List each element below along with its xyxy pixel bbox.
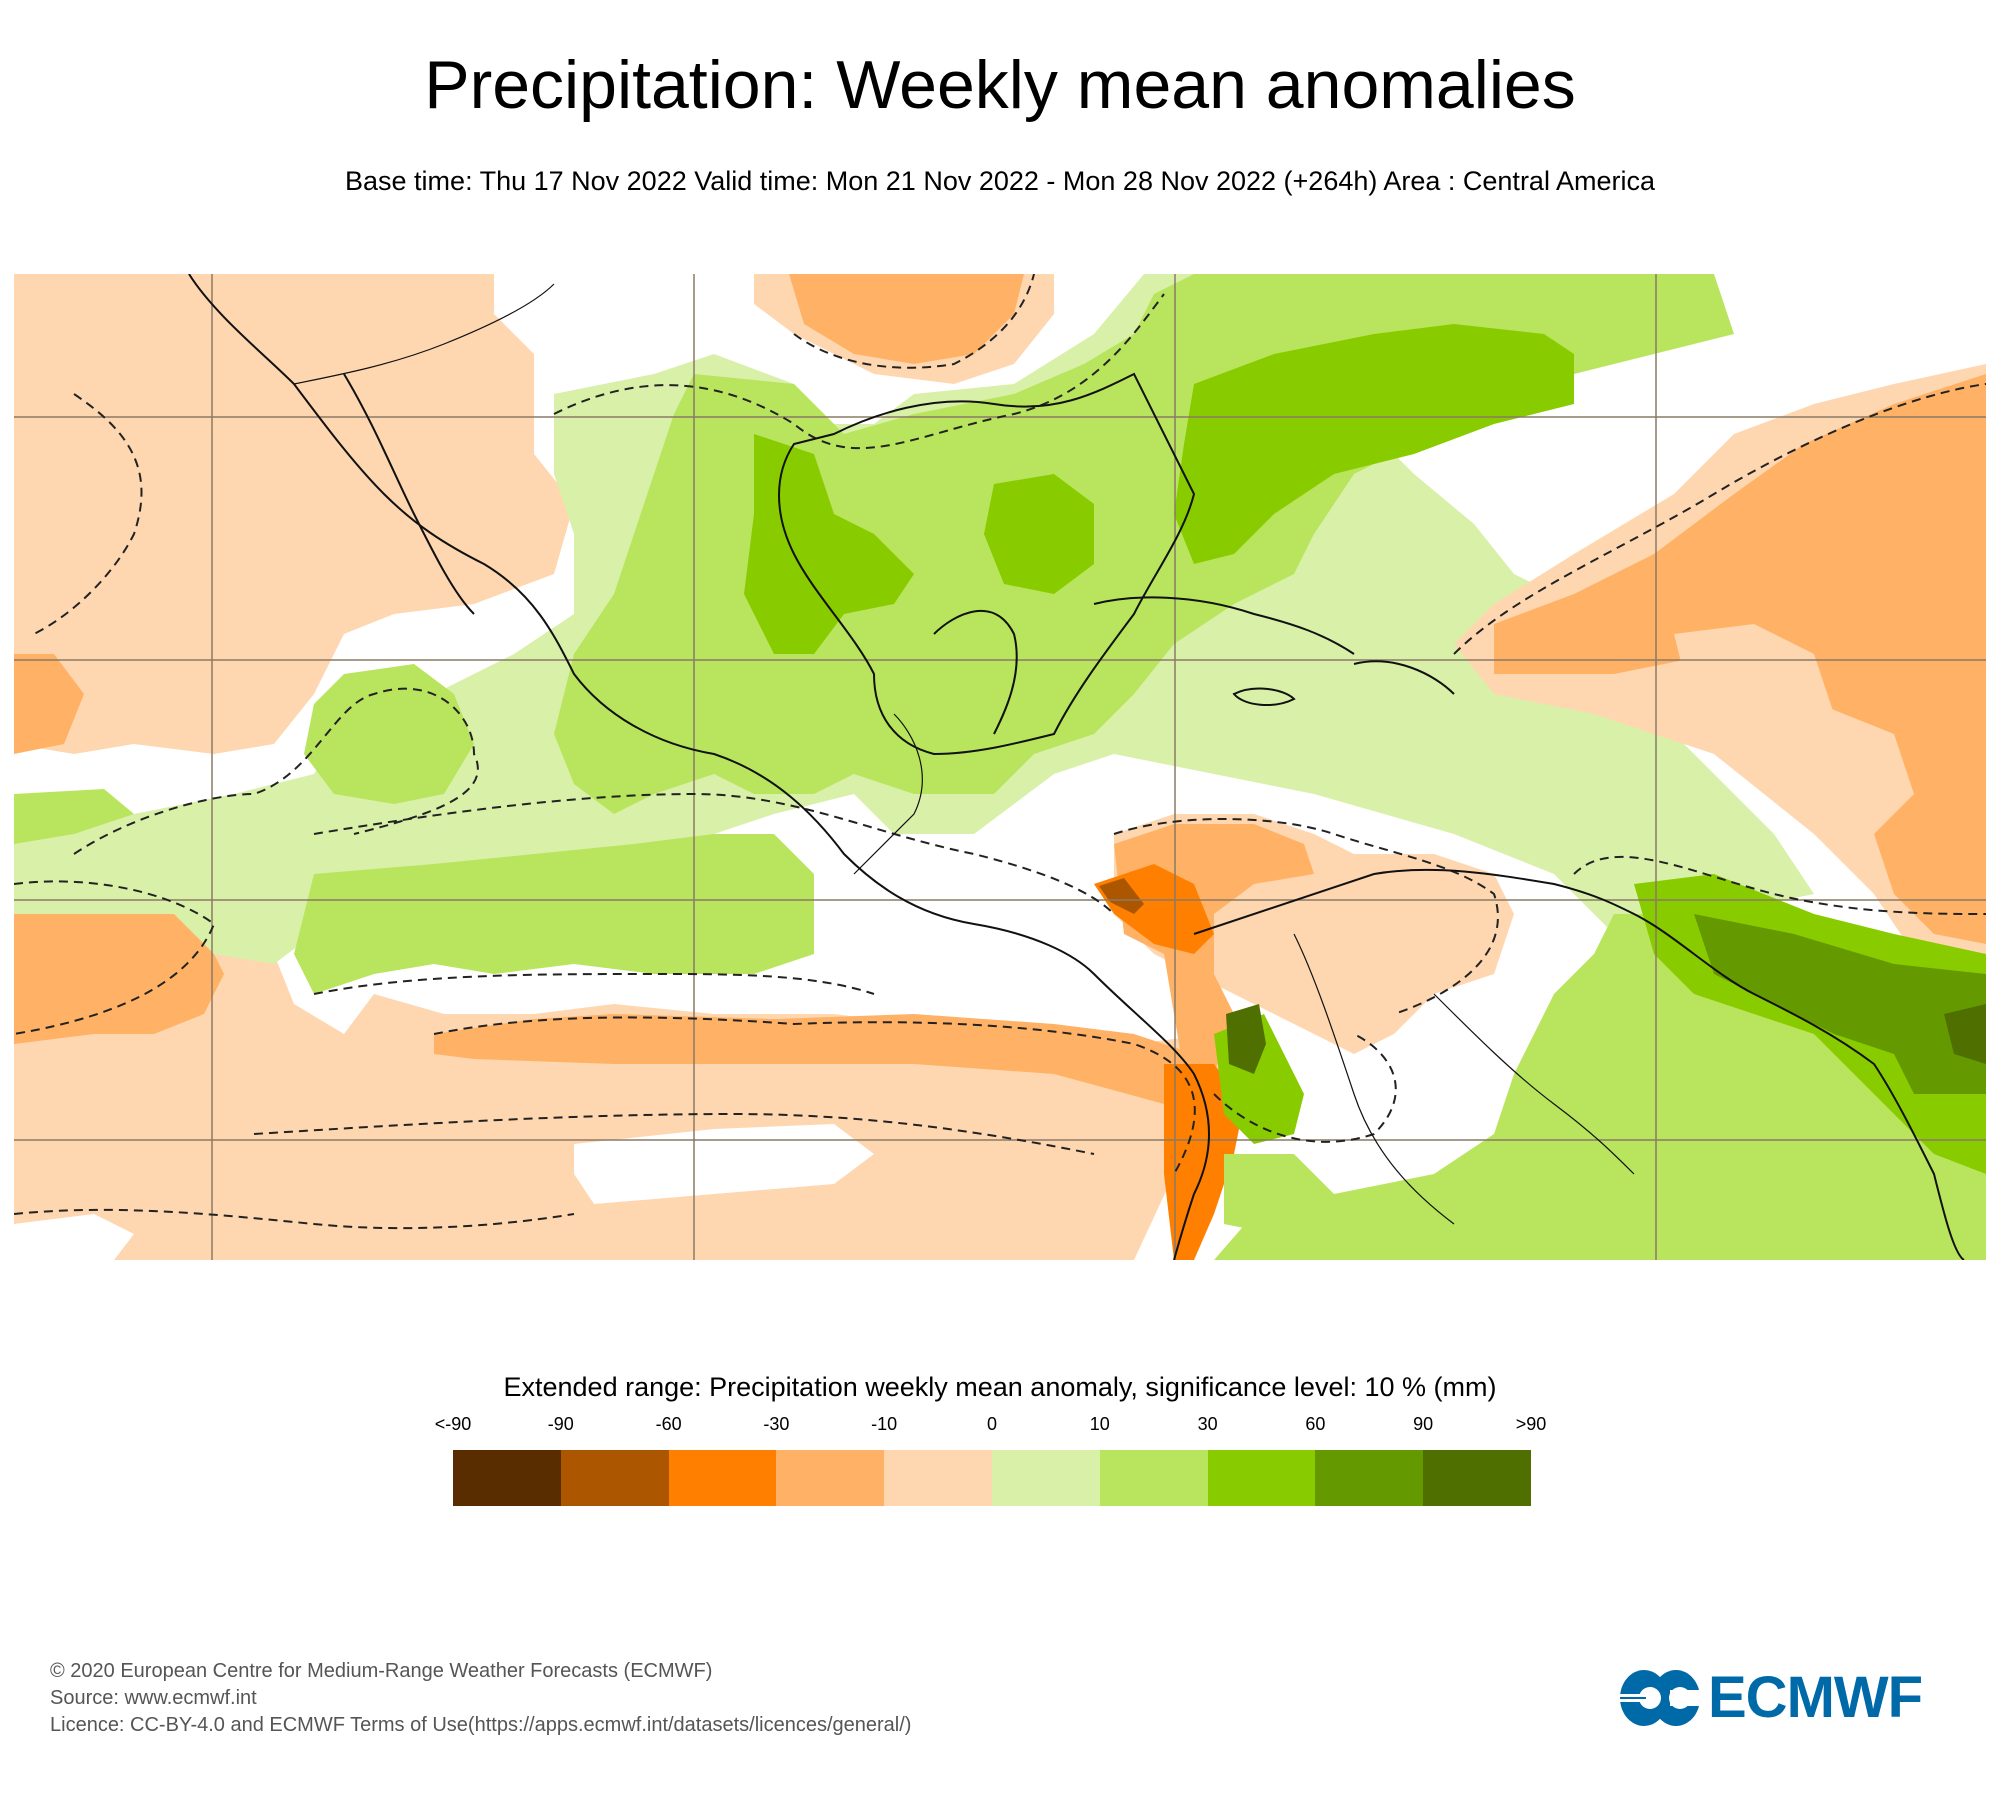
- anomaly-region-negative-moderate: [14, 654, 84, 754]
- significance-contour: [433, 1016, 1196, 1175]
- significance-contour: [1573, 855, 1986, 915]
- legend-title: Extended range: Precipitation weekly mea…: [503, 1372, 1497, 1402]
- anomaly-region-positive-moderate: [294, 834, 814, 994]
- significance-contour: [1113, 818, 1499, 1015]
- coastlines: [188, 274, 1965, 1260]
- coastline-mexico-pacific: [188, 274, 1210, 1260]
- anomaly-region-neutral: [14, 1214, 134, 1260]
- significance-contour: [1453, 383, 1986, 655]
- anomaly-region-negative-severe: [1099, 878, 1144, 914]
- legend-swatch: [453, 1450, 561, 1506]
- legend-ticks: <-90 -90 -60 -30 -10 0 10 30 60 90 >90: [435, 1414, 1547, 1438]
- legend-tick: -60: [655, 1414, 682, 1434]
- legend-tick: 60: [1305, 1414, 1326, 1434]
- ecmwf-logo-icon: [1620, 1670, 1700, 1726]
- significance-contour: [313, 973, 875, 995]
- ecmwf-logo: ECMWF: [1620, 1665, 1950, 1730]
- significance-contour: [33, 393, 143, 635]
- legend-tick: 30: [1197, 1414, 1218, 1434]
- coastline-hispaniola: [1353, 660, 1455, 695]
- legend-tick: >90: [1515, 1414, 1547, 1434]
- anomaly-region-negative-moderate: [789, 274, 1024, 364]
- significance-contour: [313, 792, 1115, 915]
- anomaly-region-positive-strong: [744, 434, 914, 654]
- anomaly-region-neutral: [574, 1124, 874, 1204]
- legend-swatch: [1315, 1450, 1424, 1506]
- legend-tick: <-90: [434, 1414, 472, 1434]
- coastline-jamaica: [1232, 687, 1296, 706]
- significance-contour: [253, 1112, 1095, 1155]
- anomaly-region-positive-extreme: [1944, 1004, 1986, 1064]
- anomaly-region-positive-moderate: [14, 789, 134, 844]
- significance-contour: [1213, 1033, 1397, 1143]
- legend-swatch: [991, 1450, 1100, 1506]
- legend-tick: 10: [1089, 1414, 1110, 1434]
- footer-credits: © 2020 European Centre for Medium-Range …: [50, 1658, 911, 1739]
- legend-swatch: [1423, 1450, 1531, 1506]
- copyright-text: © 2020 European Centre for Medium-Range …: [50, 1660, 713, 1682]
- coastline-yucatan: [933, 610, 1018, 735]
- anomaly-region-positive-strong: [984, 474, 1094, 594]
- source-text: Source: www.ecmwf.int: [50, 1687, 257, 1709]
- significance-contour: [14, 880, 216, 1035]
- licence-text: Licence: CC-BY-4.0 and ECMWF Terms of Us…: [50, 1714, 912, 1736]
- legend-tick: 90: [1413, 1414, 1434, 1434]
- coastline-cuba: [1093, 596, 1355, 655]
- border-colombia: [1293, 933, 1455, 1225]
- coastline-gulf: [778, 372, 1196, 756]
- significance-contour: [14, 1208, 575, 1230]
- significance-contour: [73, 687, 479, 855]
- border-us-mexico: [293, 283, 555, 385]
- legend-colorbar: [453, 1450, 1531, 1506]
- legend-tick: 0: [986, 1414, 998, 1434]
- significance-contours: [14, 274, 1986, 1230]
- border-venezuela: [1433, 993, 1635, 1175]
- coastline-south-america-north: [1193, 868, 1965, 1260]
- page-subtitle: Base time: Thu 17 Nov 2022 Valid time: M…: [345, 166, 1655, 196]
- legend-swatch: [1207, 1450, 1316, 1506]
- anomaly-region-positive-extreme: [1226, 1004, 1266, 1074]
- anomaly-region-positive-strong: [1174, 324, 1574, 564]
- legend-tick: -10: [871, 1414, 898, 1434]
- page-title: Precipitation: Weekly mean anomalies: [424, 47, 1576, 123]
- graticule: [14, 274, 1986, 1260]
- legend-swatch: [776, 1450, 885, 1506]
- legend-tick: -30: [763, 1414, 790, 1434]
- border-guatemala: [853, 713, 923, 875]
- anomaly-region-negative-moderate: [434, 1014, 1214, 1104]
- legend-swatch: [884, 1450, 992, 1506]
- legend-swatch: [668, 1450, 777, 1506]
- legend-swatch: [1099, 1450, 1208, 1506]
- coastline-baja: [343, 373, 475, 615]
- anomaly-region-negative-weak: [1674, 624, 1834, 744]
- anomaly-region-neutral: [1614, 354, 1774, 454]
- anomaly-region-negative-weak: [14, 274, 574, 754]
- legend-swatch: [560, 1450, 669, 1506]
- anomaly-region-positive-moderate: [1224, 1154, 1334, 1234]
- anomaly-map: [14, 274, 1986, 1260]
- anomaly-region-positive-severe: [1694, 914, 1986, 1094]
- legend-tick: -90: [547, 1414, 574, 1434]
- significance-contour: [793, 274, 1035, 369]
- ecmwf-logo-text: ECMWF: [1708, 1665, 1923, 1730]
- anomaly-region-positive-moderate: [304, 664, 474, 804]
